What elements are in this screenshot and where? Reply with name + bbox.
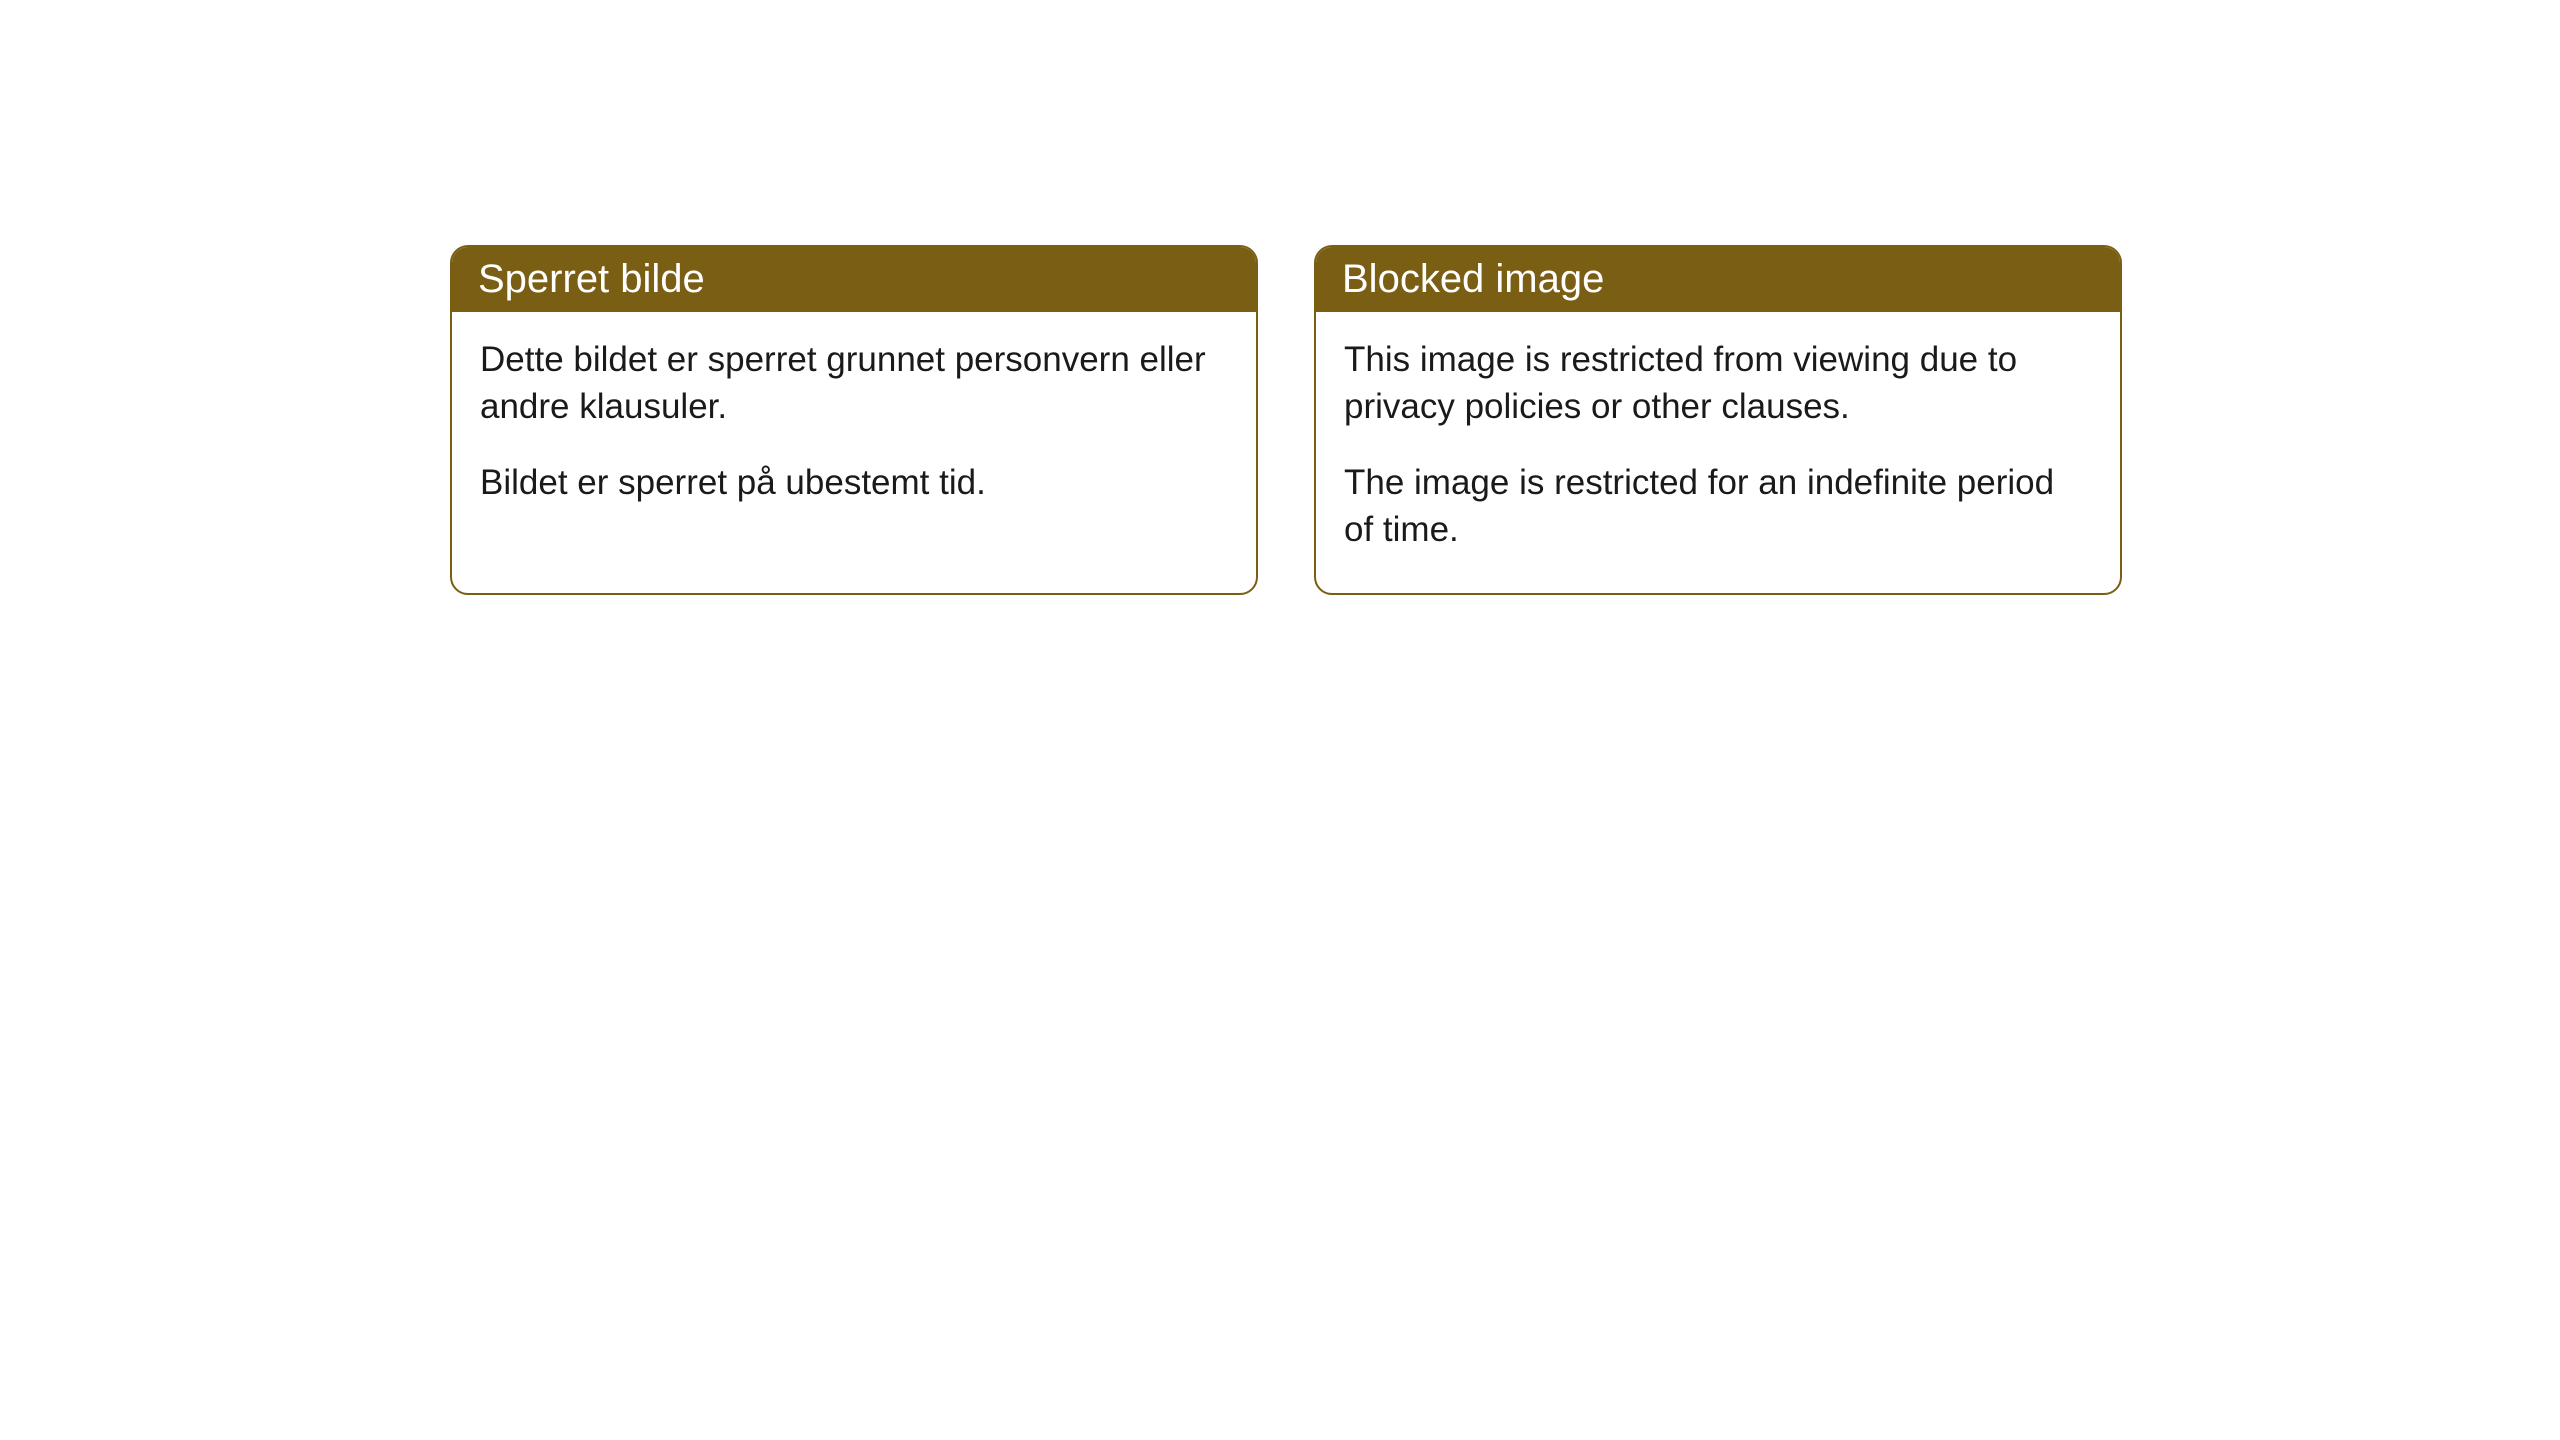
blocked-image-card-en: Blocked image This image is restricted f… [1314,245,2122,595]
card-header-no: Sperret bilde [452,247,1256,312]
notice-cards-container: Sperret bilde Dette bildet er sperret gr… [450,245,2122,595]
card-body-en: This image is restricted from viewing du… [1316,312,2120,593]
card-paragraph2-en: The image is restricted for an indefinit… [1344,459,2092,554]
card-paragraph1-no: Dette bildet er sperret grunnet personve… [480,336,1228,431]
card-header-en: Blocked image [1316,247,2120,312]
card-title-en: Blocked image [1342,257,1604,301]
card-title-no: Sperret bilde [478,257,705,301]
blocked-image-card-no: Sperret bilde Dette bildet er sperret gr… [450,245,1258,595]
card-paragraph1-en: This image is restricted from viewing du… [1344,336,2092,431]
card-paragraph2-no: Bildet er sperret på ubestemt tid. [480,459,1228,506]
card-body-no: Dette bildet er sperret grunnet personve… [452,312,1256,546]
